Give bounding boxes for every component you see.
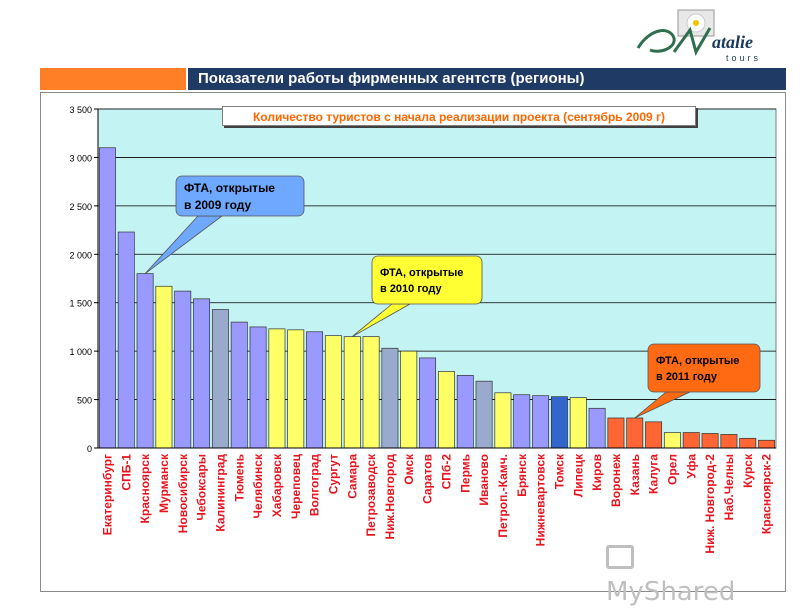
bar [230, 321, 248, 449]
x-tick-label: Томск [552, 453, 566, 489]
bar [494, 392, 512, 449]
bar [211, 309, 229, 449]
bar [117, 231, 135, 449]
x-tick-label: Уфа [684, 454, 698, 479]
x-tick-label: Калининград [213, 454, 227, 532]
bar [720, 434, 738, 449]
y-tick-label: 3 000 [69, 153, 92, 163]
bar [663, 432, 681, 449]
x-tick-label: Волгоград [308, 454, 322, 516]
bar [532, 395, 550, 449]
header-accent-bar [40, 68, 186, 90]
callout-box [175, 175, 305, 217]
chart-frame [40, 92, 786, 592]
bar [343, 336, 361, 449]
bar [155, 285, 173, 449]
svg-text:atalie: atalie [712, 32, 753, 52]
presentation-icon [606, 544, 634, 569]
x-tick-label: Калуга [647, 454, 661, 494]
x-tick-label: Самара [345, 454, 359, 499]
x-tick-label: Сургут [326, 454, 340, 494]
y-tick-label: 1 000 [69, 347, 92, 357]
bar [174, 290, 192, 449]
bar [607, 417, 625, 449]
bar [758, 439, 776, 449]
x-tick-label: Ниж. Новгород-2 [703, 454, 717, 554]
x-tick-label: Курск [741, 453, 755, 488]
myshared-watermark: MyShared [606, 538, 766, 607]
y-tick-label: 2 000 [69, 250, 92, 260]
bar [626, 417, 644, 449]
y-tick-label: 0 [87, 444, 92, 454]
bar [569, 397, 587, 449]
callout-box [647, 343, 761, 393]
bar [362, 336, 380, 449]
bar [268, 328, 286, 449]
callout-box [371, 255, 483, 305]
x-tick-label: Киров [590, 454, 604, 491]
callout-text: ФТА, открытые в 2011 году [656, 355, 739, 383]
x-tick-label: Петроп.-Камч. [496, 454, 510, 538]
x-tick-label: Екатеринбург [100, 454, 114, 535]
bar [136, 273, 154, 449]
watermark-text: MyShared [606, 577, 736, 607]
x-tick-label: Пермь [458, 454, 472, 493]
x-tick-label: Казань [628, 454, 642, 495]
x-tick-label: Липецк [571, 453, 585, 497]
bar [193, 298, 211, 449]
bar [682, 432, 700, 449]
x-tick-label: Красноярск [138, 453, 152, 523]
x-tick-label: Челябинск [251, 453, 265, 518]
x-tick-label: Тюмень [232, 454, 246, 501]
bar [287, 329, 305, 449]
natalie-tours-logo: atalie tours [636, 9, 761, 63]
bar [588, 407, 606, 449]
bar [400, 350, 418, 449]
y-tick-label: 1 500 [69, 299, 92, 309]
x-tick-label: Орел [665, 454, 679, 485]
x-tick-label: Брянск [515, 453, 529, 497]
y-tick-label: 500 [77, 396, 92, 406]
x-tick-label: Иваново [477, 454, 491, 506]
bar [381, 347, 399, 449]
y-tick-label: 2 500 [69, 202, 92, 212]
y-tick-label: 3 500 [69, 105, 92, 115]
x-tick-label: Наб.Челны [722, 454, 736, 520]
x-tick-label: Воронеж [609, 454, 623, 507]
bar [419, 357, 437, 449]
x-tick-label: Чебоксары [195, 454, 209, 521]
x-tick-label: Мурманск [157, 453, 171, 513]
bar [701, 433, 719, 449]
x-tick-label: Новосибирск [176, 453, 190, 533]
x-tick-label: Омск [402, 453, 416, 485]
bar [739, 437, 757, 449]
bar [98, 147, 116, 449]
callout-text: ФТА, открытые в 2009 году [184, 181, 275, 212]
bar [645, 421, 663, 449]
x-tick-label: Ниж.Новгород [383, 454, 397, 540]
bar [249, 326, 267, 449]
x-tick-label: СПб-2 [439, 454, 453, 490]
x-tick-label: Нижневартовск [534, 453, 548, 546]
callout-text: ФТА, открытые в 2010 году [380, 267, 463, 295]
bar [513, 394, 531, 449]
x-tick-label: Красноярск-2 [760, 454, 774, 534]
bar [550, 396, 568, 449]
bar [475, 380, 493, 449]
bar [456, 375, 474, 449]
x-tick-label: Череповец [289, 453, 303, 519]
x-tick-label: Хабаровск [270, 453, 284, 517]
bar [437, 371, 455, 449]
bar [306, 331, 324, 449]
chart-title: Количество туристов с начала реализации … [222, 106, 696, 126]
bar [324, 335, 342, 449]
x-tick-label: Петрозаводск [364, 453, 378, 537]
x-tick-label: Саратов [421, 454, 435, 504]
page-title: Показатели работы фирменных агентств (ре… [188, 68, 786, 90]
x-tick-label: СПБ-1 [119, 454, 133, 491]
svg-text:tours: tours [726, 53, 761, 63]
